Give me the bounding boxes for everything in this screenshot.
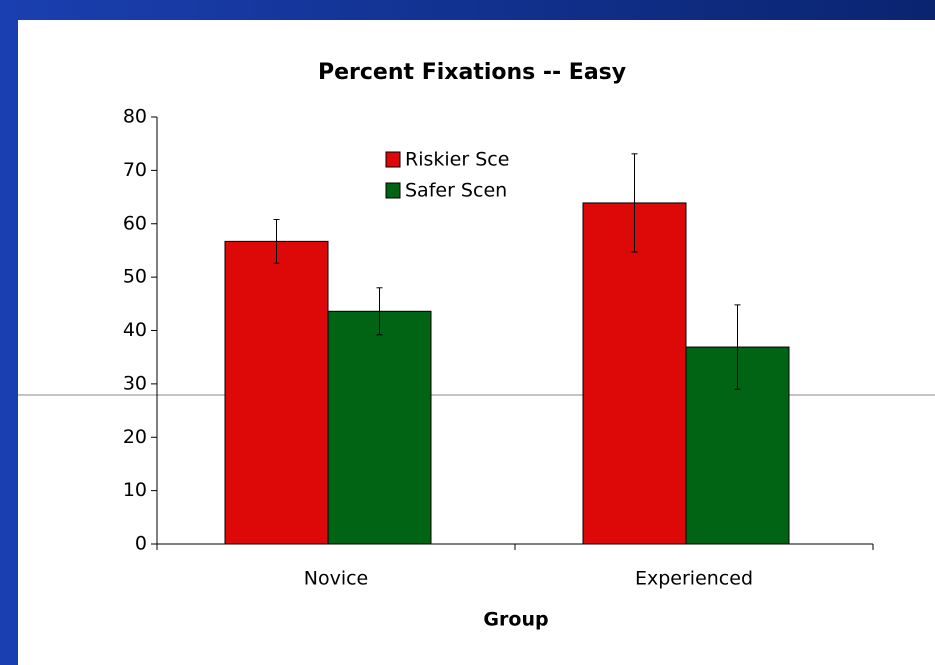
legend-label: Riskier Sce	[405, 149, 509, 171]
y-tick-label: 60	[123, 212, 147, 234]
y-tick-label: 20	[123, 426, 147, 448]
y-tick-label: 0	[135, 533, 147, 555]
x-axis-label: Group	[483, 609, 548, 631]
bar	[327, 310, 432, 545]
legend-label: Safer Scen	[405, 180, 507, 202]
y-tick-label: 70	[123, 159, 147, 181]
y-tick-label: 50	[123, 266, 147, 288]
y-tick-label: 30	[123, 372, 147, 394]
legend-swatch	[385, 151, 401, 168]
y-tick-label: 80	[123, 106, 147, 128]
bar	[224, 240, 329, 545]
legend-swatch	[385, 182, 401, 199]
bar	[582, 202, 687, 545]
y-tick-label: 40	[123, 319, 147, 341]
chart-panel	[18, 20, 935, 665]
y-tick-label: 10	[123, 479, 147, 501]
x-tick-label: Novice	[304, 568, 369, 590]
x-tick-label: Experienced	[635, 568, 753, 590]
chart-title: Percent Fixations -- Easy	[318, 60, 626, 85]
